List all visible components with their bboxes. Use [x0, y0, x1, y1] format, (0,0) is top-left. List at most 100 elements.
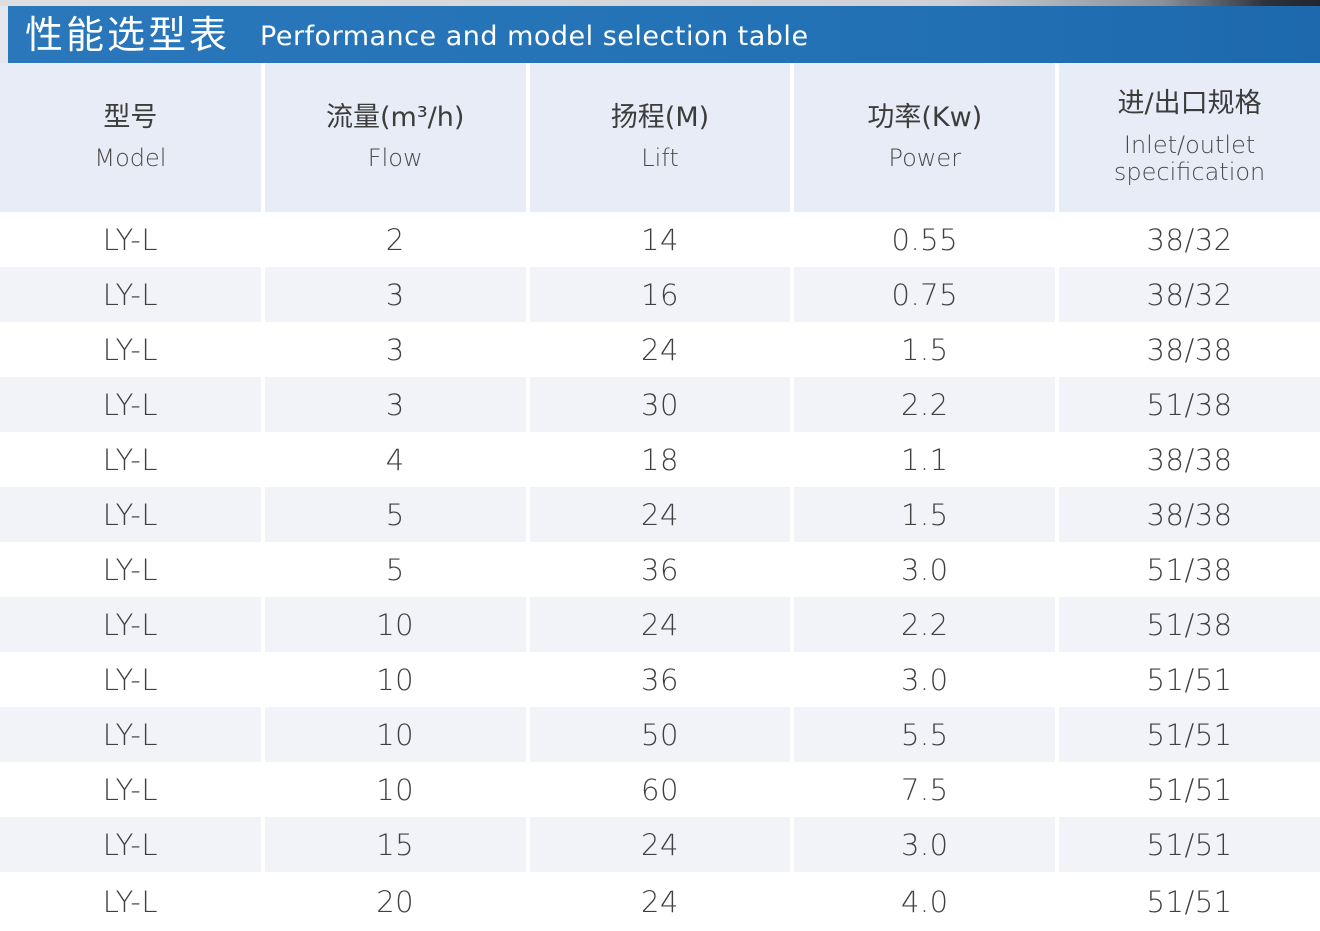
- cell-power: 0.75: [794, 267, 1056, 322]
- column-header-flow-en: Flow: [367, 144, 423, 173]
- cell-power: 0.55: [794, 212, 1056, 267]
- table-row: LY-L 10 50 5.5 51/51: [0, 707, 1320, 762]
- table-row: LY-L 5 36 3.0 51/38: [0, 542, 1320, 597]
- cell-power: 5.5: [794, 707, 1056, 762]
- cell-spec: 51/51: [1059, 872, 1320, 931]
- cell-flow: 10: [264, 707, 526, 762]
- cell-power: 3.0: [794, 817, 1056, 872]
- column-header-flow-cn: 流量(m³/h): [325, 101, 465, 133]
- column-header-power: 功率(Kw) Power: [794, 63, 1056, 212]
- cell-spec: 51/51: [1059, 652, 1320, 707]
- cell-model: LY-L: [0, 322, 261, 377]
- cell-spec: 51/38: [1059, 542, 1320, 597]
- cell-spec: 38/38: [1059, 322, 1320, 377]
- title-band-wrap: 性能选型表 Performance and model selection ta…: [0, 6, 1320, 63]
- cell-flow: 3: [264, 267, 526, 322]
- cell-lift: 14: [529, 212, 791, 267]
- cell-model: LY-L: [0, 817, 261, 872]
- cell-lift: 36: [529, 652, 791, 707]
- cell-lift: 50: [529, 707, 791, 762]
- cell-model: LY-L: [0, 597, 261, 652]
- cell-flow: 5: [264, 542, 526, 597]
- cell-lift: 18: [529, 432, 791, 487]
- cell-power: 1.5: [794, 487, 1056, 542]
- cell-flow: 3: [264, 377, 526, 432]
- cell-spec: 51/51: [1059, 707, 1320, 762]
- column-header-power-cn: 功率(Kw): [867, 101, 983, 133]
- column-header-lift-cn: 扬程(M): [610, 101, 710, 133]
- cell-power: 7.5: [794, 762, 1056, 817]
- cell-model: LY-L: [0, 542, 261, 597]
- cell-spec: 51/51: [1059, 817, 1320, 872]
- cell-lift: 24: [529, 872, 791, 931]
- cell-model: LY-L: [0, 707, 261, 762]
- cell-lift: 16: [529, 267, 791, 322]
- cell-flow: 5: [264, 487, 526, 542]
- cell-model: LY-L: [0, 267, 261, 322]
- cell-lift: 24: [529, 322, 791, 377]
- cell-power: 4.0: [794, 872, 1056, 931]
- column-header-spec-cn: 进/出口规格: [1117, 88, 1262, 120]
- column-header-power-en: Power: [888, 144, 962, 173]
- table-row: LY-L 15 24 3.0 51/51: [0, 817, 1320, 872]
- cell-power: 2.2: [794, 377, 1056, 432]
- table-row: LY-L 3 30 2.2 51/38: [0, 377, 1320, 432]
- cell-power: 3.0: [794, 542, 1056, 597]
- page-title-cn: 性能选型表: [25, 12, 231, 57]
- table-row: LY-L 2 14 0.55 38/32: [0, 212, 1320, 267]
- table-row: LY-L 10 60 7.5 51/51: [0, 762, 1320, 817]
- cell-model: LY-L: [0, 432, 261, 487]
- cell-spec: 38/32: [1059, 267, 1320, 322]
- cell-flow: 10: [264, 597, 526, 652]
- column-header-spec-en2: specification: [1113, 157, 1266, 186]
- cell-lift: 24: [529, 817, 791, 872]
- column-header-model-en: Model: [94, 144, 167, 173]
- cell-power: 1.1: [794, 432, 1056, 487]
- cell-lift: 24: [529, 597, 791, 652]
- column-header-model-cn: 型号: [103, 101, 158, 133]
- cell-flow: 10: [264, 762, 526, 817]
- cell-lift: 30: [529, 377, 791, 432]
- column-header-lift-en: Lift: [641, 144, 679, 173]
- cell-power: 1.5: [794, 322, 1056, 377]
- cell-flow: 10: [264, 652, 526, 707]
- cell-model: LY-L: [0, 762, 261, 817]
- cell-model: LY-L: [0, 872, 261, 931]
- title-band: 性能选型表 Performance and model selection ta…: [8, 6, 1320, 63]
- column-header-model: 型号 Model: [0, 63, 261, 212]
- cell-flow: 4: [264, 432, 526, 487]
- table-row: LY-L 10 24 2.2 51/38: [0, 597, 1320, 652]
- column-header-spec-en: Inlet/outlet: [1123, 130, 1256, 159]
- table-row: LY-L 4 18 1.1 38/38: [0, 432, 1320, 487]
- cell-flow: 20: [264, 872, 526, 931]
- table-row: LY-L 20 24 4.0 51/51: [0, 872, 1320, 931]
- page-title-en: Performance and model selection table: [260, 20, 809, 52]
- cell-spec: 38/32: [1059, 212, 1320, 267]
- cell-flow: 2: [264, 212, 526, 267]
- table-row: LY-L 3 16 0.75 38/32: [0, 267, 1320, 322]
- column-header-spec: 进/出口规格 Inlet/outlet specification: [1059, 63, 1320, 212]
- cell-flow: 3: [264, 322, 526, 377]
- table-header-row: 型号 Model 流量(m³/h) Flow 扬程(M) Lift 功率(Kw)…: [0, 63, 1320, 212]
- table-body: LY-L 2 14 0.55 38/32 LY-L 3 16 0.75 38/3…: [0, 212, 1320, 931]
- cell-spec: 38/38: [1059, 487, 1320, 542]
- cell-flow: 15: [264, 817, 526, 872]
- cell-model: LY-L: [0, 212, 261, 267]
- cell-spec: 51/38: [1059, 377, 1320, 432]
- cell-power: 3.0: [794, 652, 1056, 707]
- table-row: LY-L 3 24 1.5 38/38: [0, 322, 1320, 377]
- page-top-edge-strip: [0, 0, 1320, 6]
- cell-power: 2.2: [794, 597, 1056, 652]
- cell-spec: 38/38: [1059, 432, 1320, 487]
- cell-spec: 51/51: [1059, 762, 1320, 817]
- column-header-lift: 扬程(M) Lift: [529, 63, 791, 212]
- cell-lift: 36: [529, 542, 791, 597]
- table-row: LY-L 5 24 1.5 38/38: [0, 487, 1320, 542]
- cell-lift: 24: [529, 487, 791, 542]
- column-header-flow: 流量(m³/h) Flow: [264, 63, 526, 212]
- cell-model: LY-L: [0, 652, 261, 707]
- cell-spec: 51/38: [1059, 597, 1320, 652]
- table-row: LY-L 10 36 3.0 51/51: [0, 652, 1320, 707]
- cell-lift: 60: [529, 762, 791, 817]
- cell-model: LY-L: [0, 377, 261, 432]
